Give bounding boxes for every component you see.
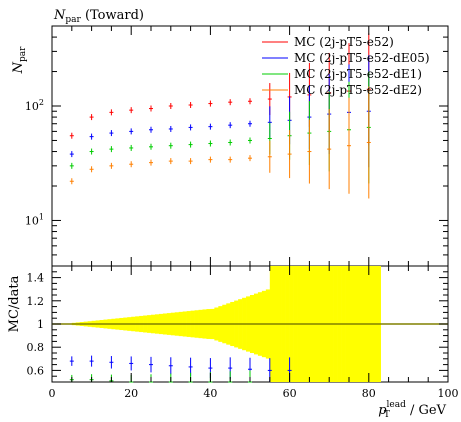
main-y-tick-exp: 2 — [39, 98, 44, 107]
ratio-y-label: MC/data — [7, 275, 22, 332]
x-tick-label: 100 — [438, 387, 459, 400]
ratio-plot-layer — [52, 266, 448, 383]
legend: MC (2j-pT5-e52) MC (2j-pT5-e52-dE05) MC (2… — [262, 35, 430, 97]
chart-title: Npar (Toward) — [53, 8, 144, 25]
x-tick-label: 80 — [362, 387, 376, 400]
ratio-y-tick-label: 0.6 — [27, 364, 45, 377]
main-plot-layer — [69, 33, 371, 199]
chart-title-sub: par — [65, 15, 81, 25]
legend-label-3: MC (2j-pT5-e52-dE2) — [294, 83, 422, 97]
x-axis-label-sup: lead — [387, 400, 407, 410]
legend-label-0: MC (2j-pT5-e52) — [294, 35, 394, 49]
main-y-tick-exp: 1 — [39, 212, 44, 221]
x-tick-label: 20 — [124, 387, 138, 400]
x-axis-label-main: p — [378, 403, 387, 418]
main-y-tick-base: 10 — [25, 100, 39, 113]
main-y-label-sub: par — [18, 46, 28, 62]
main-y-tick-label: 101 — [25, 212, 44, 227]
chart-title-main: N — [53, 8, 66, 23]
legend-label-1: MC (2j-pT5-e52-dE05) — [294, 51, 430, 65]
x-tick-label: 40 — [203, 387, 217, 400]
x-tick-label: 0 — [49, 387, 56, 400]
ratio-y-tick-label: 1 — [37, 318, 44, 331]
main-y-tick-label: 102 — [25, 98, 44, 113]
ratio-y-tick-label: 1.2 — [27, 295, 45, 308]
x-axis-label-sub: T — [384, 410, 390, 420]
main-y-label: Npar — [11, 46, 28, 75]
x-tick-label: 60 — [283, 387, 297, 400]
x-axis-label-rest: / GeV — [406, 403, 447, 418]
chart-title-rest: (Toward) — [81, 8, 144, 23]
legend-label-2: MC (2j-pT5-e52-dE1) — [294, 67, 422, 81]
ratio-y-tick-label: 0.8 — [27, 341, 45, 354]
ratio-y-tick-label: 1.4 — [27, 272, 45, 285]
main-y-label-main: N — [11, 61, 26, 74]
x-axis-label: plead T / GeV — [378, 400, 446, 420]
main-y-tick-base: 10 — [25, 214, 39, 227]
